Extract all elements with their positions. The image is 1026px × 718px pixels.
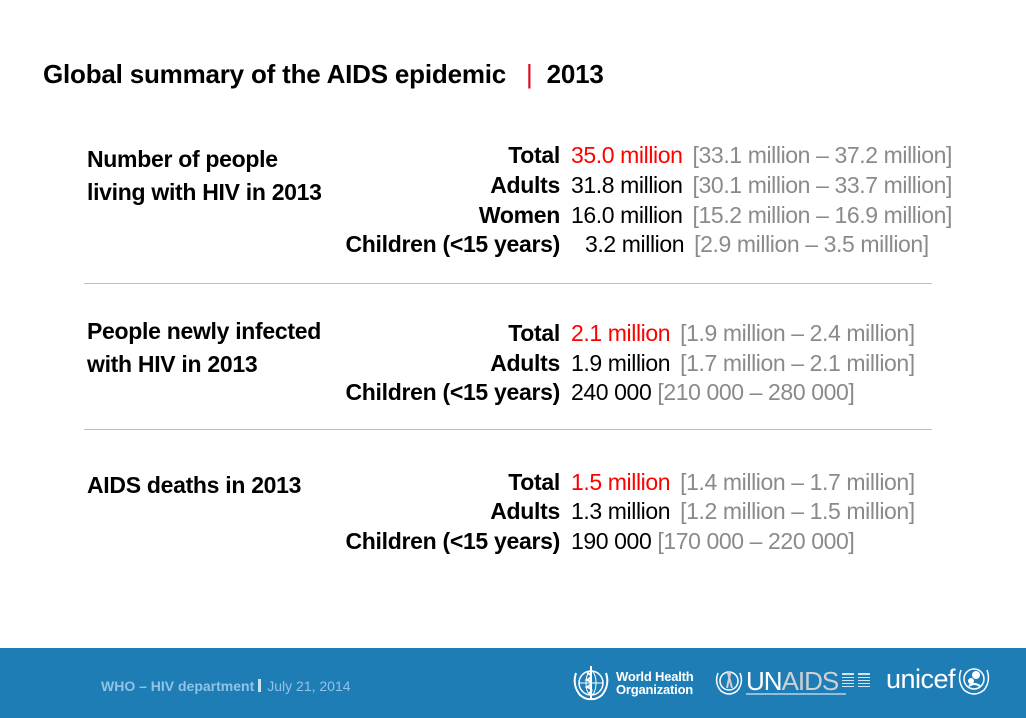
row-category: Total (508, 320, 560, 346)
row-value: 35.0 million [33.1 million – 37.2 million… (571, 140, 952, 170)
value-text: 35.0 million (571, 142, 683, 168)
unaids-logo-text: UNAIDS (746, 666, 840, 696)
table-row: Adults 31.8 million [30.1 million – 33.7 … (0, 170, 1026, 200)
row-value: 190 000 [170 000 – 220 000] (571, 526, 855, 556)
value-text: 240 000 (571, 379, 652, 405)
table-row: Children (<15 years) 240 000 [210 000 – 2… (0, 377, 1026, 407)
row-range: [170 000 – 220 000] (657, 528, 855, 554)
row-range: [1.9 million – 2.4 million] (680, 320, 915, 346)
who-emblem-icon (573, 666, 609, 701)
value-text: 31.8 million (571, 172, 683, 198)
row-range: [210 000 – 280 000] (657, 379, 855, 405)
unaids-aids: AIDS (781, 666, 840, 696)
unicef-emblem-icon (958, 668, 990, 695)
table-row: Total 1.5 million [1.4 million – 1.7 mill… (0, 467, 1026, 497)
footer-credit: WHO – HIV department July 21, 2014 (101, 678, 351, 694)
row-range: [2.9 million – 3.5 million] (694, 231, 929, 257)
section-label: Number of people living with HIV in 2013 (87, 143, 322, 209)
value-text: 1.5 million (571, 469, 671, 495)
title-year: 2013 (546, 59, 604, 89)
row-range: [15.2 million – 16.9 million] (692, 202, 953, 228)
unicef-logo-text: unicef (886, 664, 956, 694)
row-category: Adults (490, 350, 560, 376)
unaids-logo: UNAIDS (714, 666, 871, 696)
row-value: 3.2 million [2.9 million – 3.5 million] (585, 229, 929, 259)
value-text: 2.1 million (571, 320, 671, 346)
row-category: Women (478, 202, 560, 228)
who-line2: Organization (616, 682, 694, 697)
table-row: Children (<15 years) 3.2 million [2.9 mil… (0, 229, 1026, 259)
footer-separator (258, 679, 262, 692)
row-category: Children (<15 years) (345, 231, 560, 257)
value-text: 1.3 million (571, 498, 671, 524)
row-category: Total (508, 142, 560, 168)
row-range: [1.2 million – 1.5 million] (680, 498, 915, 524)
row-category: Children (<15 years) (345, 379, 560, 405)
unaids-cosponsors (842, 673, 871, 689)
table-row: Total 2.1 million [1.9 million – 2.4 mill… (0, 318, 1026, 348)
who-line1: World Health (616, 669, 694, 684)
who-logo-text: World Health Organization (616, 670, 694, 696)
value-text: 1.9 million (571, 350, 671, 376)
unaids-un: UN (746, 666, 783, 696)
table-row: Adults 1.3 million [1.2 million – 1.5 mil… (0, 496, 1026, 526)
value-text: 16.0 million (571, 202, 683, 228)
row-category: Total (508, 469, 560, 495)
table-row: Women 16.0 million [15.2 million – 16.9 m… (0, 200, 1026, 230)
row-range: [1.7 million – 2.1 million] (680, 350, 915, 376)
section-label: AIDS deaths in 2013 (87, 469, 301, 502)
row-value: 16.0 million [15.2 million – 16.9 million… (571, 200, 952, 230)
row-value: 1.5 million [1.4 million – 1.7 million] (571, 467, 915, 497)
unicef-logo: unicef (886, 662, 991, 696)
row-range: [30.1 million – 33.7 million] (692, 172, 953, 198)
row-category: Adults (490, 172, 560, 198)
section-label-line2: living with HIV in 2013 (87, 179, 322, 205)
section-label-line1: AIDS deaths in 2013 (87, 472, 302, 498)
row-value: 240 000 [210 000 – 280 000] (571, 377, 855, 407)
table-row: Adults 1.9 million [1.7 million – 2.1 mil… (0, 348, 1026, 378)
row-value: 2.1 million [1.9 million – 2.4 million] (571, 318, 915, 348)
title-text: Global summary of the AIDS epidemic (43, 59, 507, 89)
table-row: Children (<15 years) 190 000 [170 000 – 2… (0, 526, 1026, 556)
section-label-line1: Number of people (87, 146, 278, 172)
value-text: 190 000 (571, 528, 652, 554)
footer-bar: WHO – HIV department July 21, 2014 World … (0, 648, 1026, 718)
slide-title: Global summary of the AIDS epidemic | 2013 (43, 57, 604, 91)
row-value: 1.3 million [1.2 million – 1.5 million] (571, 496, 915, 526)
section-divider (84, 429, 932, 430)
row-category: Adults (490, 498, 560, 524)
title-separator: | (526, 59, 533, 89)
row-value: 1.9 million [1.7 million – 2.1 million] (571, 348, 915, 378)
section-label: People newly infected with HIV in 2013 (87, 315, 321, 381)
unaids-tagline (746, 693, 846, 695)
footer-department: WHO – HIV department (101, 678, 255, 694)
row-category: Children (<15 years) (345, 528, 560, 554)
table-row: Total 35.0 million [33.1 million – 37.2 m… (0, 140, 1026, 170)
section-label-line2: with HIV in 2013 (87, 351, 258, 377)
unaids-emblem-icon (715, 671, 743, 695)
row-range: [33.1 million – 37.2 million] (692, 142, 953, 168)
value-text: 3.2 million (585, 231, 685, 257)
section-divider (84, 283, 932, 284)
row-range: [1.4 million – 1.7 million] (680, 469, 915, 495)
who-logo: World Health Organization (570, 663, 694, 703)
row-value: 31.8 million [30.1 million – 33.7 million… (571, 170, 952, 200)
footer-date: July 21, 2014 (267, 678, 351, 694)
section-label-line1: People newly infected (87, 318, 321, 344)
